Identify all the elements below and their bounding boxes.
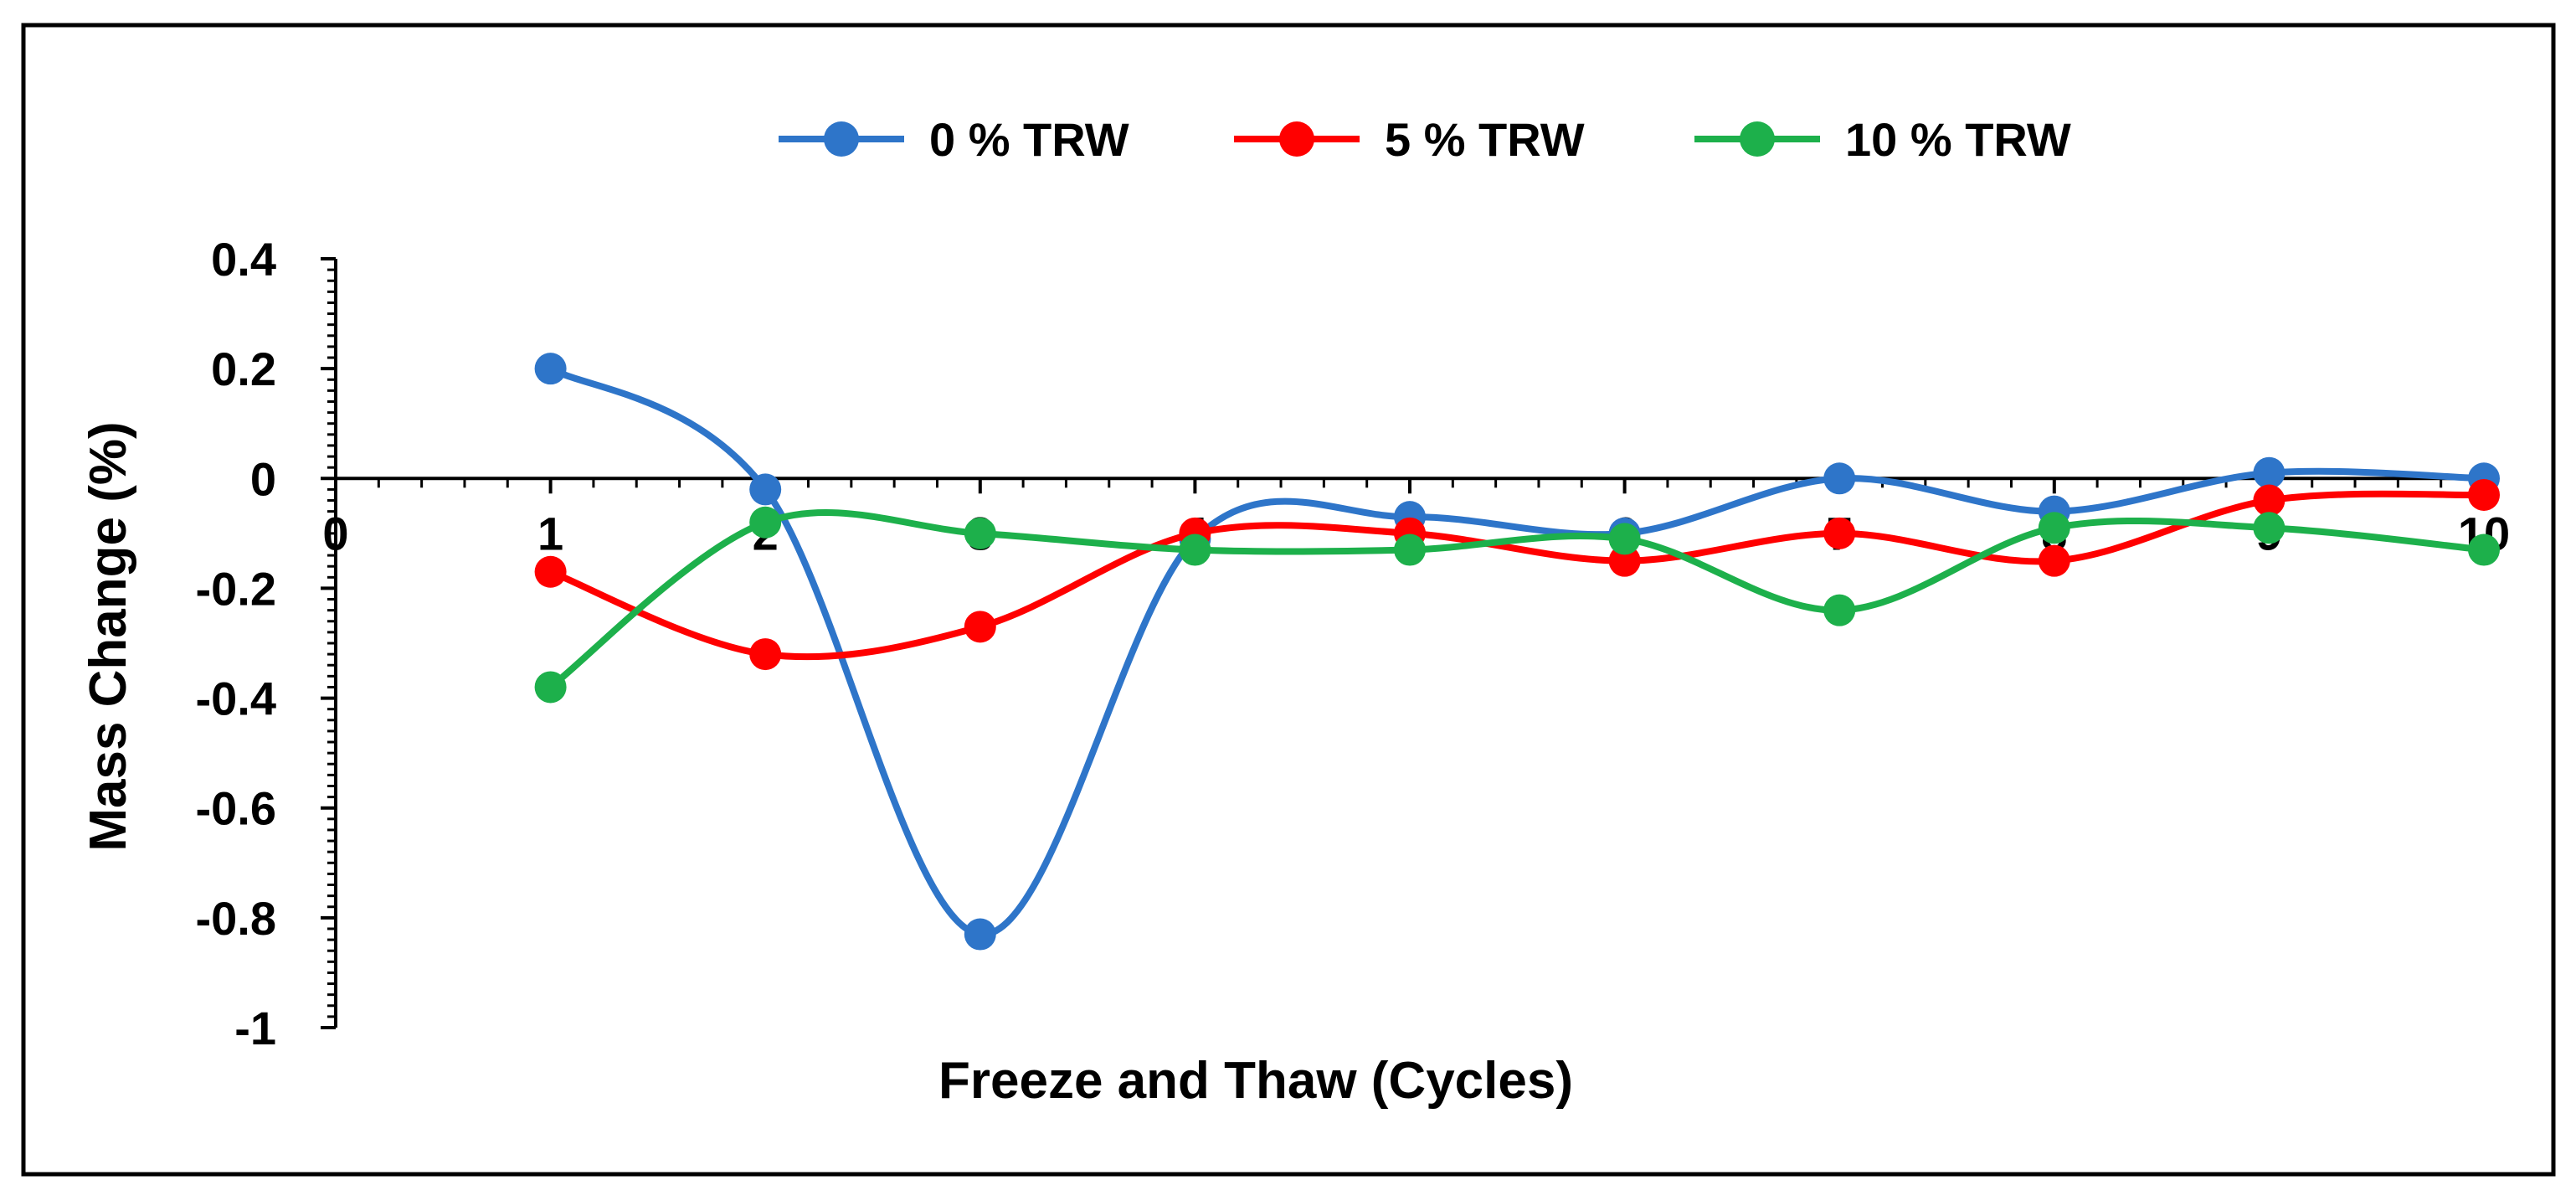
- data-point: [2468, 478, 2500, 511]
- series-1: [534, 353, 2500, 951]
- y-axis-title: Mass Change (%): [80, 421, 137, 851]
- data-point: [964, 918, 996, 951]
- data-point: [1823, 517, 1856, 549]
- data-point: [2468, 533, 2500, 566]
- data-point: [1394, 533, 1426, 566]
- series-line: [547, 509, 2487, 691]
- y-tick-label: 0: [250, 452, 276, 505]
- legend-label: 0 % TRW: [929, 113, 1129, 166]
- legend-marker: [1279, 121, 1314, 157]
- series-layer: [534, 353, 2500, 951]
- y-tick-label: -0.6: [196, 782, 277, 835]
- legend-label: 10 % TRW: [1845, 113, 2071, 166]
- data-point: [1823, 594, 1856, 626]
- data-point: [2253, 484, 2285, 517]
- data-point: [2253, 456, 2285, 489]
- y-tick-label: 0.2: [211, 343, 276, 395]
- y-tick-label: 0.4: [211, 233, 276, 286]
- data-point: [534, 353, 567, 385]
- y-tick-label: -0.2: [196, 562, 277, 615]
- series-3: [534, 506, 2500, 704]
- data-point: [534, 671, 567, 704]
- data-point: [1823, 462, 1856, 495]
- data-point: [749, 506, 782, 539]
- series-2: [534, 478, 2500, 671]
- data-point: [2253, 512, 2285, 544]
- legend-marker: [824, 121, 859, 157]
- legend-marker: [1740, 121, 1775, 157]
- data-point: [964, 611, 996, 643]
- data-point: [1179, 533, 1211, 566]
- data-point: [749, 638, 782, 671]
- y-tick-label: -0.8: [196, 892, 277, 945]
- y-tick-label: -0.4: [196, 673, 277, 725]
- series-line: [547, 490, 2487, 661]
- data-point: [964, 517, 996, 549]
- data-point: [2038, 544, 2070, 577]
- data-point: [1608, 523, 1641, 555]
- legend: 0 % TRW 5 % TRW 10 % TRW: [779, 113, 2071, 166]
- data-point: [1608, 544, 1641, 577]
- x-tick-label: 0: [322, 507, 348, 559]
- data-point: [2038, 512, 2070, 544]
- data-point: [749, 473, 782, 506]
- y-tick-label: -1: [234, 1002, 276, 1054]
- legend-label: 5 % TRW: [1385, 113, 1585, 166]
- data-point: [534, 555, 567, 588]
- x-axis-title: Freeze and Thaw (Cycles): [938, 1052, 1573, 1110]
- chart-border: [21, 23, 2556, 1177]
- x-tick-label: 1: [537, 507, 563, 559]
